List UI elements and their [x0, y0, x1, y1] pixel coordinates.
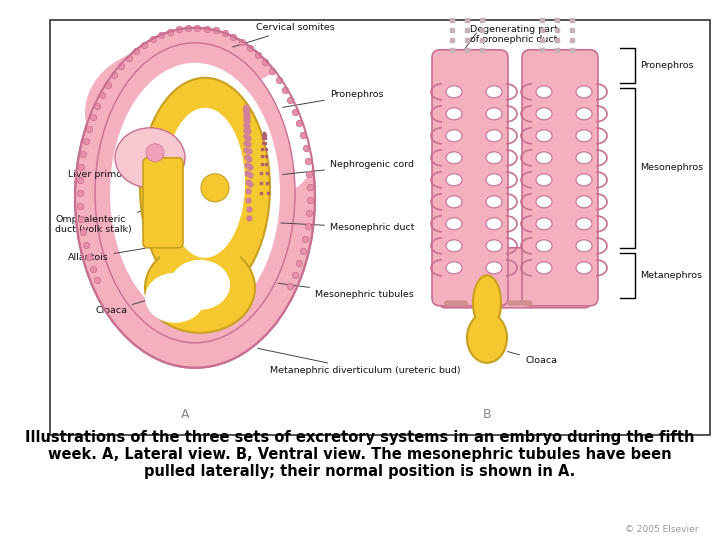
Ellipse shape [473, 275, 501, 330]
Ellipse shape [476, 298, 498, 328]
Text: Mesonephric duct: Mesonephric duct [281, 223, 415, 232]
Ellipse shape [446, 108, 462, 120]
Ellipse shape [536, 240, 552, 252]
Ellipse shape [486, 196, 502, 208]
Text: Illustrations of the three sets of excretory systems in an embryo during the fif: Illustrations of the three sets of excre… [25, 429, 695, 480]
Ellipse shape [486, 262, 502, 274]
Ellipse shape [536, 218, 552, 230]
Bar [160, 218, 240, 298]
Text: Mesonephric tubules: Mesonephric tubules [278, 283, 414, 299]
Ellipse shape [576, 262, 592, 274]
Ellipse shape [576, 152, 592, 164]
Ellipse shape [140, 78, 270, 298]
Ellipse shape [467, 313, 507, 363]
Ellipse shape [85, 48, 245, 178]
Text: Cloaca: Cloaca [508, 352, 557, 365]
Ellipse shape [536, 174, 552, 186]
Ellipse shape [576, 218, 592, 230]
Text: Omphalenteric
duct (yolk stalk): Omphalenteric duct (yolk stalk) [55, 208, 150, 234]
Text: Metanephros: Metanephros [640, 271, 702, 280]
Ellipse shape [486, 218, 502, 230]
Ellipse shape [146, 144, 164, 162]
Ellipse shape [446, 218, 462, 230]
Ellipse shape [536, 130, 552, 142]
Ellipse shape [576, 240, 592, 252]
Ellipse shape [536, 86, 552, 98]
Text: Cervical somites: Cervical somites [233, 23, 334, 47]
Ellipse shape [576, 130, 592, 142]
FancyBboxPatch shape [440, 248, 590, 308]
Ellipse shape [145, 243, 255, 333]
Ellipse shape [446, 262, 462, 274]
Ellipse shape [536, 196, 552, 208]
Ellipse shape [145, 273, 205, 323]
Ellipse shape [576, 174, 592, 186]
FancyBboxPatch shape [143, 158, 183, 248]
Text: Liver primordium: Liver primordium [68, 161, 153, 179]
Text: A: A [181, 408, 189, 421]
Ellipse shape [486, 240, 502, 252]
Ellipse shape [486, 108, 502, 120]
Ellipse shape [576, 108, 592, 120]
Text: Degenerating part
of pronephric duct: Degenerating part of pronephric duct [470, 25, 558, 44]
Text: Nephrogenic cord: Nephrogenic cord [283, 160, 414, 174]
Ellipse shape [201, 174, 229, 202]
Text: B: B [482, 408, 491, 421]
Text: Mesonephros: Mesonephros [640, 163, 703, 172]
Ellipse shape [75, 28, 315, 368]
Text: Pronephros: Pronephros [640, 62, 693, 70]
Ellipse shape [446, 130, 462, 142]
Ellipse shape [446, 152, 462, 164]
Ellipse shape [95, 43, 295, 343]
Ellipse shape [115, 128, 185, 188]
Ellipse shape [486, 152, 502, 164]
Ellipse shape [240, 73, 320, 193]
Text: Metanephric diverticulum (ureteric bud): Metanephric diverticulum (ureteric bud) [258, 348, 461, 375]
Ellipse shape [576, 86, 592, 98]
Ellipse shape [536, 152, 552, 164]
Text: Allantois: Allantois [68, 248, 145, 262]
Text: © 2005 Elsevier: © 2005 Elsevier [625, 525, 698, 534]
Ellipse shape [110, 63, 280, 323]
Text: Allantois: Allantois [513, 273, 566, 287]
Ellipse shape [486, 130, 502, 142]
Ellipse shape [446, 86, 462, 98]
Ellipse shape [446, 174, 462, 186]
Ellipse shape [536, 108, 552, 120]
Ellipse shape [446, 240, 462, 252]
Ellipse shape [536, 262, 552, 274]
Ellipse shape [576, 196, 592, 208]
Text: Pronephros: Pronephros [283, 90, 384, 107]
Ellipse shape [165, 108, 245, 258]
Ellipse shape [446, 196, 462, 208]
Text: Cloaca: Cloaca [95, 295, 162, 315]
Ellipse shape [170, 260, 230, 310]
FancyBboxPatch shape [522, 50, 598, 306]
FancyBboxPatch shape [432, 50, 508, 306]
Ellipse shape [486, 174, 502, 186]
Ellipse shape [486, 86, 502, 98]
